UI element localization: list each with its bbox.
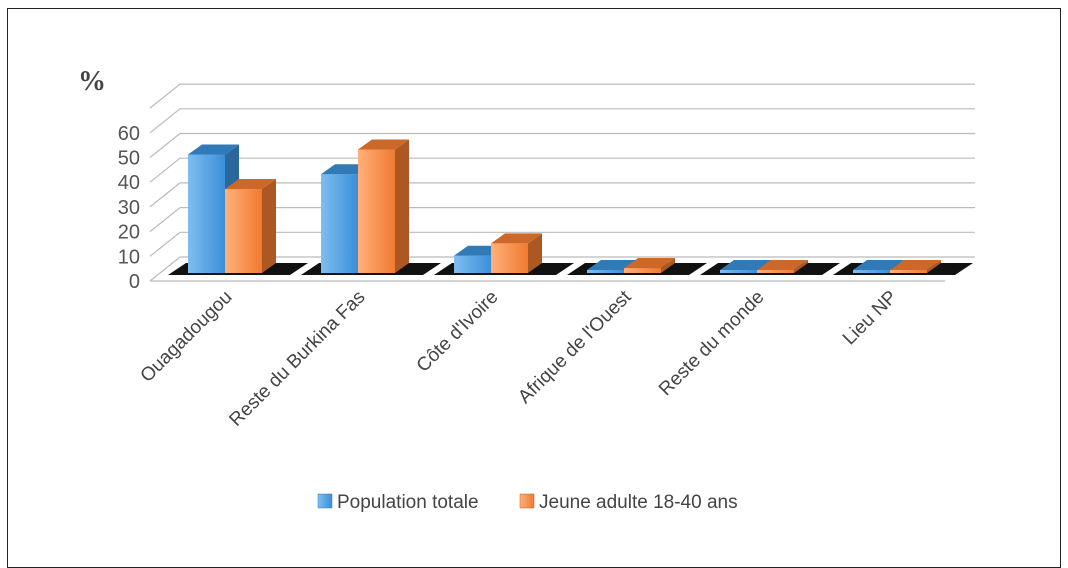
grid-line-left-0 — [149, 256, 181, 282]
bar-front — [188, 154, 225, 273]
legend-swatch-jeune-adulte — [519, 493, 535, 509]
legend: Population totale Jeune adulte 18-40 ans — [317, 492, 738, 513]
bar-top — [720, 260, 771, 270]
bar-top — [358, 139, 409, 150]
bar-front — [890, 270, 927, 273]
legend-label-population-totale: Population totale — [337, 492, 479, 513]
bar-front — [454, 255, 491, 273]
y-tick-0: 0 — [129, 271, 140, 293]
grid-line-left-30 — [149, 182, 181, 208]
grid-line-left-40 — [149, 157, 181, 183]
y-tick-10: 10 — [118, 246, 140, 268]
legend-swatch-population-totale — [317, 493, 333, 509]
grid-line-left-top — [149, 83, 181, 109]
bar-front — [491, 243, 528, 273]
chart-frame — [7, 8, 1061, 568]
bar-front — [757, 270, 794, 273]
y-tick-30: 30 — [118, 197, 140, 219]
x-tick-label-1: Reste du Burkina Fas — [225, 287, 369, 431]
grid-line-left-20 — [149, 207, 181, 233]
bar-front — [321, 174, 358, 273]
bar-side — [661, 258, 675, 273]
grid-line-left-10 — [149, 231, 181, 257]
y-tick-40: 40 — [118, 172, 140, 194]
bar-top — [853, 260, 904, 270]
bar-side — [794, 260, 808, 273]
chart-floor — [168, 263, 973, 275]
x-tick-label-5: Lieu NP — [839, 287, 902, 350]
bar-front — [624, 268, 661, 273]
bar-side — [528, 233, 542, 273]
legend-label-jeune-adulte: Jeune adulte 18-40 ans — [539, 492, 738, 513]
bar-1-5 — [890, 260, 941, 273]
grid-line-left-50 — [149, 133, 181, 158]
y-tick-60: 60 — [118, 123, 140, 145]
grid-lines — [149, 83, 975, 282]
bar-front — [358, 149, 395, 273]
bar-front — [225, 189, 262, 273]
bar-front — [587, 270, 624, 273]
y-tick-20: 20 — [118, 222, 140, 244]
bar-side — [262, 179, 276, 273]
bar-top — [491, 233, 542, 244]
bar-front — [720, 270, 757, 273]
bar-top — [624, 258, 675, 269]
bars — [188, 139, 941, 273]
x-tick-label-0: Ouagadougou — [137, 287, 237, 387]
x-tick-label-4: Reste du monde — [655, 287, 768, 400]
bar-top — [188, 144, 239, 155]
bar-1-2 — [491, 233, 542, 273]
bar-1-0 — [225, 179, 276, 273]
bar-0-0 — [188, 144, 239, 273]
x-tick-label-3: Afrique de l'Ouest — [514, 286, 636, 408]
bar-side — [395, 139, 409, 273]
bar-1-4 — [757, 260, 808, 273]
bar-front — [853, 270, 890, 273]
bar-1-3 — [624, 258, 675, 273]
grid-line-left-60 — [149, 108, 181, 134]
bar-side — [927, 260, 941, 273]
x-tick-label-2: Côte d'Ivoire — [413, 287, 503, 377]
y-axis-label: % — [78, 66, 106, 97]
bar-top — [890, 260, 941, 270]
bar-top — [757, 260, 808, 270]
bar-1-1 — [358, 139, 409, 273]
bar-top — [225, 179, 276, 190]
y-tick-50: 50 — [118, 148, 140, 170]
